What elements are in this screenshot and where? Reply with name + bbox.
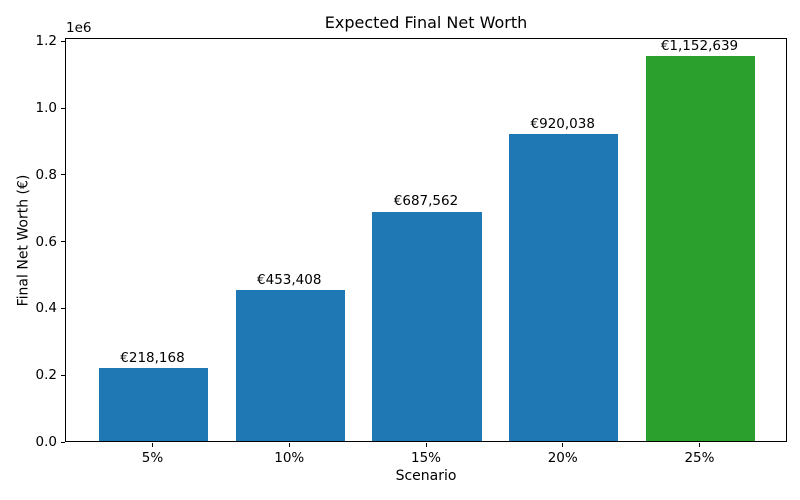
x-tick-mark [425, 443, 427, 447]
y-tick-label: 0.2 [35, 367, 57, 384]
y-tick-mark [61, 307, 65, 309]
plot-area [65, 38, 787, 442]
x-tick-label: 20% [547, 450, 578, 466]
x-tick-label: 10% [274, 450, 305, 466]
x-tick-mark [562, 443, 564, 447]
x-tick-label: 15% [410, 450, 441, 466]
bar [645, 56, 756, 441]
x-tick-mark [152, 443, 153, 447]
bar [98, 368, 209, 441]
bar-value-label: €687,562 [393, 193, 459, 210]
x-axis-label: Scenario [395, 468, 457, 484]
bar-value-label: €920,038 [530, 115, 595, 132]
y-tick-mark [61, 241, 65, 243]
x-tick-mark [288, 443, 290, 447]
y-tick-label: 0.4 [35, 300, 57, 317]
bar-value-label: €1,152,639 [660, 38, 739, 55]
y-tick-mark [61, 441, 65, 443]
y-tick-label: 0.6 [35, 233, 57, 250]
bar-value-label: €218,168 [120, 350, 185, 367]
y-tick-mark [61, 374, 65, 376]
y-tick-label: 1.0 [35, 100, 57, 117]
bar [509, 133, 619, 441]
y-tick-mark [61, 174, 65, 176]
x-tick-label: 5% [141, 450, 164, 466]
y-tick-label: 0.0 [35, 434, 57, 450]
bar [235, 289, 345, 441]
x-tick-label: 25% [684, 450, 715, 466]
y-tick-mark [61, 107, 65, 109]
y-axis-offset-text: 1e6 [66, 20, 92, 36]
bar-value-label: €453,408 [257, 271, 322, 288]
y-tick-label: 1.2 [35, 33, 57, 50]
x-tick-mark [698, 443, 700, 447]
bar [372, 211, 482, 441]
chart-title: Expected Final Net Worth [324, 13, 528, 32]
y-tick-label: 0.8 [35, 166, 57, 183]
y-tick-mark [61, 40, 65, 42]
